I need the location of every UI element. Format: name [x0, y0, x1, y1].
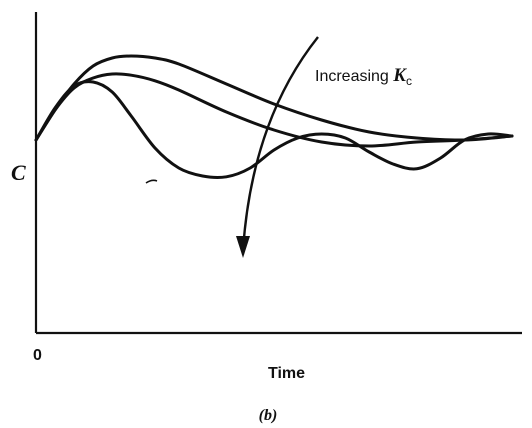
response-curve-3: [34, 80, 514, 180]
curve-mark: [145, 179, 158, 184]
x-origin-label: 0: [33, 347, 42, 364]
annotation-label: Increasing Kc: [315, 65, 412, 88]
annotation-text: Increasing: [315, 68, 393, 85]
increasing-kc-arrow: [236, 36, 319, 258]
annotation-subscript: c: [406, 74, 412, 88]
response-curves: [34, 54, 514, 180]
y-axis-label: C: [11, 160, 26, 185]
x-axis-label: Time: [268, 365, 305, 382]
response-curve-1: [34, 54, 514, 142]
figure-caption: (b): [259, 407, 278, 424]
annotation-symbol: K: [392, 65, 407, 86]
